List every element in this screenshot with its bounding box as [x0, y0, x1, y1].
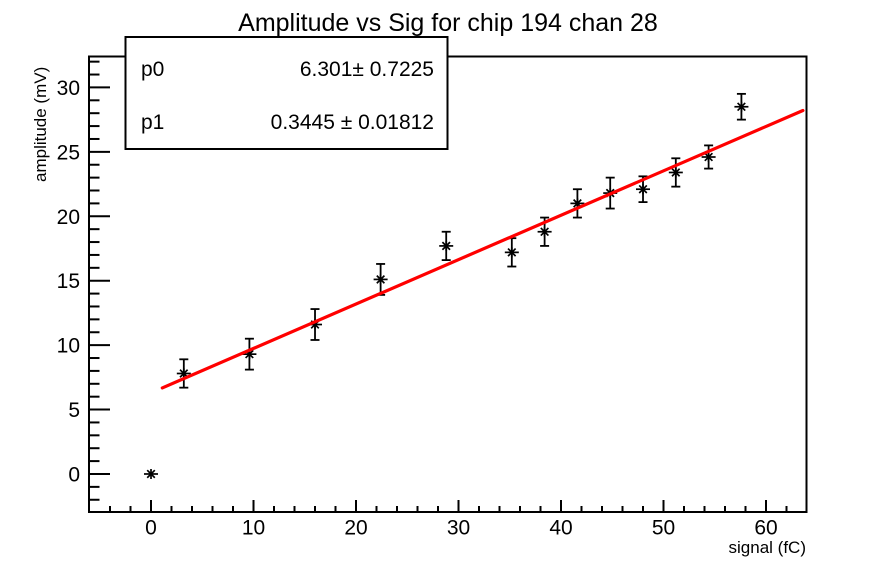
asterisk-marker-icon: [373, 274, 388, 285]
asterisk-marker-icon: [537, 226, 552, 237]
y-tick-label: 25: [57, 141, 80, 164]
x-tick-label: 0: [145, 517, 157, 540]
y-tick-label: 5: [68, 399, 80, 422]
asterisk-marker-icon: [701, 152, 716, 163]
x-tick-label: 20: [344, 517, 367, 540]
data-points: [144, 92, 749, 479]
y-tick-label: 0: [68, 463, 80, 486]
x-tick-label: 10: [242, 517, 265, 540]
data-point: [570, 188, 585, 219]
data-point: [537, 216, 552, 247]
linear-fit-line: [160, 108, 805, 390]
x-tick-label: 50: [652, 517, 675, 540]
stats-p1-value: 0.3445 ± 0.01812: [271, 111, 434, 134]
x-tick-label: 60: [754, 517, 777, 540]
y-tick-label: 20: [57, 206, 80, 229]
data-point: [144, 468, 159, 479]
stats-box: p0 6.301± 0.7225 p1 0.3445 ± 0.01812: [124, 36, 449, 150]
axis-ticks: 0 10 20 30 40 50 60 0 5 10 15 20 25 30: [57, 60, 788, 540]
asterisk-marker-icon: [734, 101, 749, 112]
data-point: [504, 237, 519, 268]
fit-line: [160, 108, 805, 390]
asterisk-marker-icon: [636, 184, 651, 195]
asterisk-marker-icon: [144, 468, 159, 479]
data-point: [636, 175, 651, 204]
chart-title: Amplitude vs Sig for chip 194 chan 28: [238, 9, 658, 37]
asterisk-marker-icon: [176, 368, 191, 379]
data-point: [176, 358, 191, 389]
asterisk-marker-icon: [668, 167, 683, 178]
stats-p0-value: 6.301± 0.7225: [300, 58, 434, 81]
stats-box-frame: [124, 36, 449, 150]
y-tick-label: 30: [57, 77, 80, 100]
stats-p1-name: p1: [141, 111, 164, 134]
data-point: [242, 337, 257, 371]
y-axis-title: amplitude (mV): [31, 67, 50, 182]
data-point: [439, 230, 454, 261]
x-tick-label: 30: [447, 517, 470, 540]
asterisk-marker-icon: [439, 240, 454, 251]
data-point: [701, 144, 716, 170]
y-tick-label: 10: [57, 335, 80, 358]
stats-p0-name: p0: [141, 58, 164, 81]
y-tick-label: 15: [57, 270, 80, 293]
data-point: [734, 92, 749, 121]
x-axis-title: signal (fC): [729, 538, 806, 557]
asterisk-marker-icon: [504, 247, 519, 258]
data-point: [668, 157, 683, 188]
x-tick-label: 40: [549, 517, 572, 540]
